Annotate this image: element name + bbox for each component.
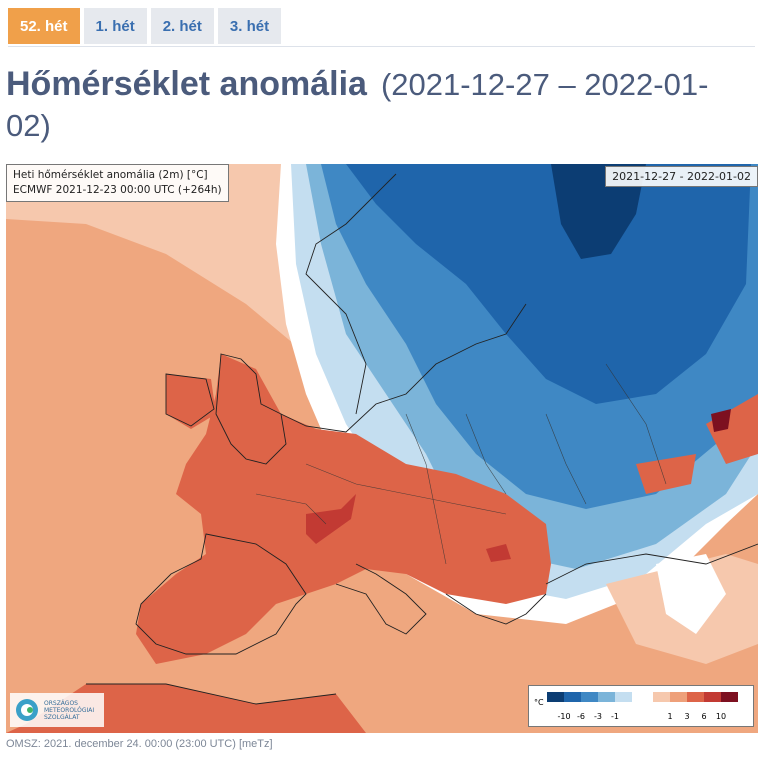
legend-swatch-cold-2 bbox=[564, 692, 581, 702]
map-variable-label: Heti hőmérséklet anomália (2m) [°C] bbox=[13, 169, 208, 181]
map-info-box: Heti hőmérséklet anomália (2m) [°C] ECMW… bbox=[6, 164, 229, 202]
map-footer: OMSZ: 2021. december 24. 00:00 (23:00 UT… bbox=[6, 738, 273, 750]
tab-divider bbox=[8, 46, 755, 47]
legend-swatch-warm-5 bbox=[721, 692, 738, 702]
omsz-logo-icon bbox=[16, 699, 38, 721]
legend-swatch-warm-3 bbox=[687, 692, 704, 702]
omsz-logo: ORSZÁGOS METEOROLÓGIAI SZOLGÁLAT bbox=[10, 693, 104, 727]
legend-swatch-cold-5 bbox=[615, 692, 632, 702]
week-tabs: 52. hét 1. hét 2. hét 3. hét bbox=[8, 8, 282, 44]
legend-swatch-warm-1 bbox=[653, 692, 670, 702]
tab-week-1[interactable]: 1. hét bbox=[83, 8, 147, 44]
map-model-run-label: ECMWF 2021-12-23 00:00 UTC (+264h) bbox=[13, 184, 222, 196]
map-canvas bbox=[6, 164, 758, 733]
legend-swatches bbox=[547, 692, 738, 702]
map-date-range-label: 2021-12-27 - 2022-01-02 bbox=[605, 166, 758, 187]
tab-week-3[interactable]: 3. hét bbox=[217, 8, 282, 44]
color-legend: °C -10 -6 -3 -1 1 3 6 10 bbox=[528, 685, 754, 727]
page-title: Hőmérséklet anomália (2021-12-27 – 2022-0… bbox=[6, 64, 746, 146]
legend-swatch-cold-1 bbox=[547, 692, 564, 702]
legend-label-cold-1: -10 bbox=[557, 712, 571, 721]
legend-swatch-cold-3 bbox=[581, 692, 598, 702]
legend-unit: °C bbox=[534, 698, 544, 707]
legend-swatch-cold-4 bbox=[598, 692, 615, 702]
legend-label-cold-2: -6 bbox=[577, 712, 585, 721]
tab-week-52[interactable]: 52. hét bbox=[8, 8, 80, 44]
legend-label-warm-1: 1 bbox=[667, 712, 673, 721]
omsz-logo-text: ORSZÁGOS METEOROLÓGIAI SZOLGÁLAT bbox=[44, 699, 95, 721]
temperature-anomaly-map: Heti hőmérséklet anomália (2m) [°C] ECMW… bbox=[6, 164, 758, 733]
title-date-range: (2021-12-27 – 2022-01-02) bbox=[6, 67, 709, 143]
legend-label-warm-4: 10 bbox=[715, 712, 727, 721]
legend-label-warm-2: 3 bbox=[684, 712, 690, 721]
legend-swatch-warm-2 bbox=[670, 692, 687, 702]
legend-label-cold-3: -3 bbox=[594, 712, 602, 721]
legend-label-cold-4: -1 bbox=[611, 712, 619, 721]
tab-week-2[interactable]: 2. hét bbox=[150, 8, 214, 44]
title-main: Hőmérséklet anomália bbox=[6, 65, 367, 103]
legend-label-warm-3: 6 bbox=[701, 712, 707, 721]
legend-swatch-warm-4 bbox=[704, 692, 721, 702]
